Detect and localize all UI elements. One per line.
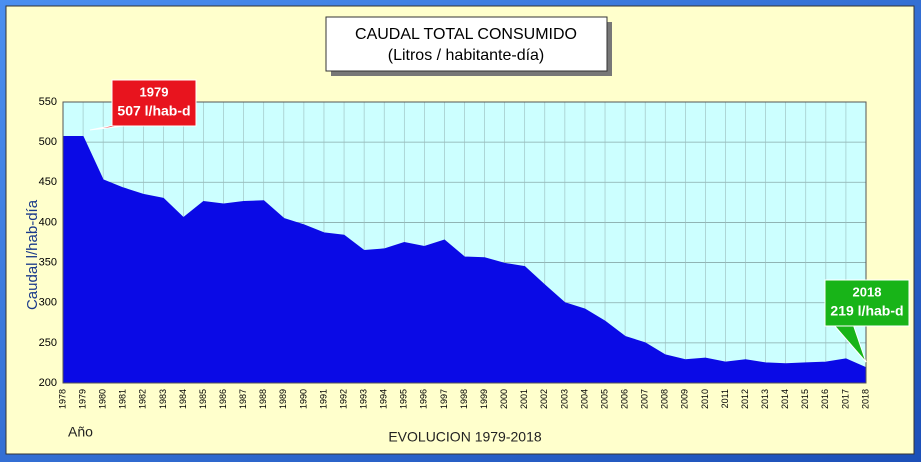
x-tick-label: 2001 — [519, 389, 529, 409]
x-corner-label: Año — [68, 424, 93, 440]
x-tick-label: 1982 — [138, 389, 148, 409]
x-tick-label: 1979 — [77, 389, 87, 409]
callout-year: 1979 — [140, 84, 169, 99]
x-tick-label: 1992 — [338, 389, 348, 409]
y-tick-label: 200 — [39, 377, 57, 389]
x-tick-label: 2005 — [599, 389, 609, 409]
x-tick-label: 1998 — [459, 389, 469, 409]
x-tick-label: 1991 — [318, 389, 328, 409]
x-tick-label: 2013 — [760, 389, 770, 409]
x-tick-label: 1981 — [118, 389, 128, 409]
callout-box — [111, 79, 197, 127]
chart-subtitle: (Litros / habitante-día) — [388, 47, 545, 64]
x-tick-label: 2003 — [559, 389, 569, 409]
y-tick-label: 300 — [39, 297, 57, 309]
y-tick-label: 500 — [39, 136, 57, 148]
x-tick-label: 2006 — [619, 389, 629, 409]
x-tick-label: 2008 — [660, 389, 670, 409]
x-tick-label: 1978 — [57, 389, 67, 409]
y-tick-label: 550 — [39, 96, 57, 108]
x-tick-label: 1984 — [178, 389, 188, 409]
x-tick-label: 2011 — [720, 389, 730, 408]
callout-year: 2018 — [853, 284, 882, 299]
x-tick-label: 2015 — [800, 389, 810, 409]
y-axis-label: Caudal l/hab-día — [24, 199, 41, 310]
x-tick-label: 1983 — [158, 389, 168, 409]
x-tick-label: 2004 — [579, 389, 589, 409]
x-tick-label: 2018 — [860, 389, 870, 409]
x-tick-label: 1987 — [238, 389, 248, 409]
callout-value: 219 l/hab-d — [830, 303, 903, 319]
x-tick-label: 1994 — [379, 389, 389, 409]
x-tick-label: 1997 — [439, 389, 449, 409]
y-tick-label: 250 — [39, 337, 57, 349]
x-tick-label: 2016 — [820, 389, 830, 409]
x-tick-label: 1993 — [359, 389, 369, 409]
plot-frame — [62, 101, 867, 384]
x-tick-label: 1989 — [278, 389, 288, 409]
x-tick-label: 2002 — [539, 389, 549, 409]
area — [62, 136, 867, 384]
x-tick-label: 1996 — [419, 389, 429, 409]
x-tick-label: 2010 — [700, 389, 710, 409]
title-box — [325, 16, 608, 72]
x-tick-label: 2012 — [740, 389, 750, 409]
x-tick-label: 2017 — [840, 389, 850, 409]
x-tick-label: 1990 — [298, 389, 308, 409]
y-tick-label: 450 — [39, 176, 57, 188]
chart-title: CAUDAL TOTAL CONSUMIDO — [355, 26, 577, 43]
x-tick-label: 2007 — [640, 389, 650, 409]
y-tick-label: 350 — [39, 256, 57, 268]
x-tick-label: 1999 — [479, 389, 489, 409]
x-tick-label: 1988 — [258, 389, 268, 409]
x-tick-label: 1980 — [98, 389, 108, 409]
y-tick-label: 400 — [39, 216, 57, 228]
callout-value: 507 l/hab-d — [117, 103, 190, 119]
x-tick-label: 2000 — [499, 389, 509, 409]
x-tick-label: 2014 — [780, 389, 790, 409]
x-tick-label: 1995 — [399, 389, 409, 409]
x-tick-label: 2009 — [680, 389, 690, 409]
x-axis-label: EVOLUCION 1979-2018 — [388, 429, 542, 445]
x-tick-label: 1986 — [218, 389, 228, 409]
x-tick-label: 1985 — [198, 389, 208, 409]
callout-box — [824, 279, 910, 327]
